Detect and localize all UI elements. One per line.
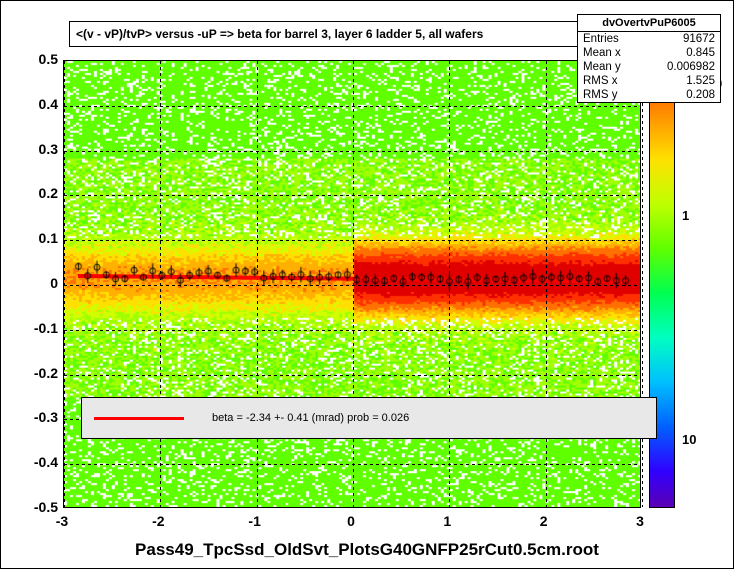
- stats-row: RMS x1.525: [578, 74, 720, 88]
- x-tick: -3: [56, 513, 68, 529]
- y-tick: 0.4: [39, 96, 58, 112]
- stats-row: Mean x0.845: [578, 46, 720, 60]
- colorbar: [649, 60, 675, 508]
- x-tick: -2: [152, 513, 164, 529]
- x-tick: 3: [636, 513, 644, 529]
- stats-header: dvOvertvPuP6005: [578, 15, 720, 32]
- y-tick: -0.2: [34, 365, 58, 381]
- colorbar-tick: 10: [682, 432, 696, 447]
- legend-line-sample: [94, 417, 184, 420]
- y-tick: -0.5: [34, 499, 58, 515]
- stats-box: dvOvertvPuP6005 Entries91672Mean x0.845M…: [577, 14, 721, 103]
- x-tick: -1: [248, 513, 260, 529]
- gridline-v: [642, 61, 643, 507]
- title-text: <(v - vP)/tvP> versus -uP => beta for ba…: [76, 27, 483, 41]
- heatmap-canvas: [64, 61, 640, 507]
- chart-title: <(v - vP)/tvP> versus -uP => beta for ba…: [69, 21, 579, 47]
- legend-box: beta = -2.34 +- 0.41 (mrad) prob = 0.026: [81, 397, 657, 439]
- y-tick: -0.3: [34, 409, 58, 425]
- x-tick: 1: [443, 513, 451, 529]
- colorbar-tick: 1: [682, 208, 689, 223]
- stats-row: Mean y0.006982: [578, 60, 720, 74]
- y-tick: 0.2: [39, 185, 58, 201]
- y-tick: 0.1: [39, 230, 58, 246]
- legend-text: beta = -2.34 +- 0.41 (mrad) prob = 0.026: [212, 412, 409, 424]
- stats-row: RMS y0.208: [578, 88, 720, 102]
- stats-row: Entries91672: [578, 32, 720, 46]
- y-tick: -0.4: [34, 454, 58, 470]
- x-tick: 0: [347, 513, 355, 529]
- y-tick: -0.1: [34, 320, 58, 336]
- x-tick: 2: [540, 513, 548, 529]
- y-tick: 0.5: [39, 51, 58, 67]
- chart-container: <(v - vP)/tvP> versus -uP => beta for ba…: [0, 0, 734, 569]
- x-axis-title: Pass49_TpcSsd_OldSvt_PlotsG40GNFP25rCut0…: [1, 540, 733, 560]
- y-tick: 0.3: [39, 141, 58, 157]
- plot-area: [63, 60, 641, 508]
- y-tick: 0: [50, 275, 58, 291]
